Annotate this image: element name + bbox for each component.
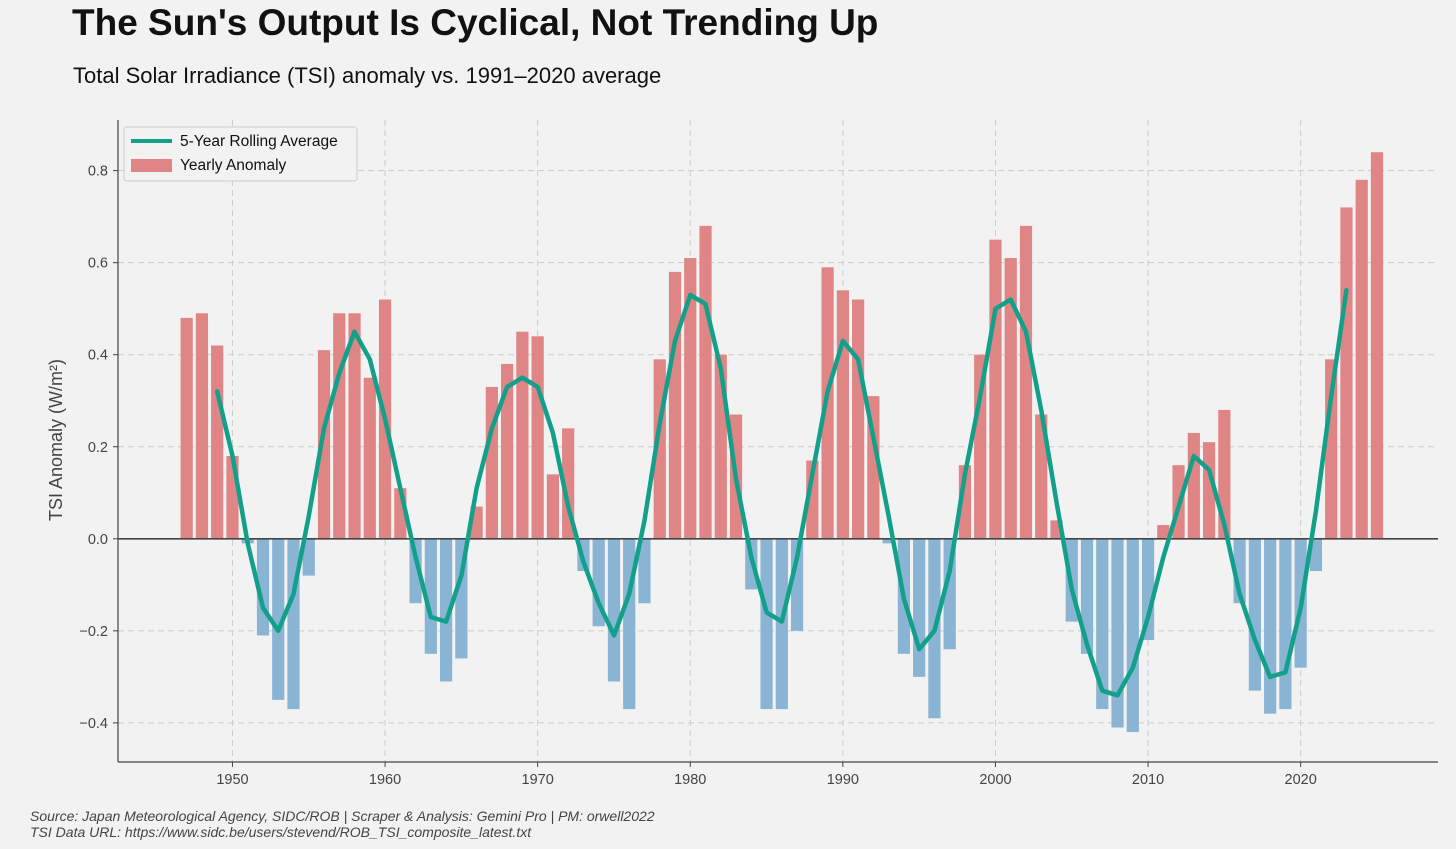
bar-1964 [439, 538, 453, 682]
y-tick-label: 0.4 [88, 348, 108, 364]
rolling-average-polyline [214, 288, 1349, 698]
y-tick-label: −0.2 [79, 624, 108, 640]
y-tick-label: 0.0 [88, 532, 108, 548]
x-tick-label: 1960 [369, 772, 401, 788]
bar-2013 [1187, 432, 1200, 539]
bar-1957 [333, 313, 346, 539]
bar-2010 [1141, 538, 1155, 641]
bar-2023 [1340, 207, 1353, 539]
yearly-anomaly-bars [180, 152, 1384, 733]
bar-1993 [882, 538, 895, 544]
bar-1967 [485, 386, 498, 539]
bar-2021 [1309, 538, 1323, 572]
bar-1948 [195, 313, 209, 539]
bar-2019 [1279, 538, 1292, 710]
bar-1985 [760, 538, 773, 710]
x-tick-label: 1990 [827, 772, 859, 788]
chart-title: The Sun's Output Is Cyclical, Not Trendi… [72, 2, 879, 43]
bar-1955 [302, 538, 315, 576]
axes [113, 120, 1438, 767]
legend-label-rolling-average: 5-Year Rolling Average [180, 133, 338, 150]
x-tick-label: 1950 [216, 772, 248, 788]
data-url-line[interactable]: TSI Data URL: https://www.sidc.be/users/… [30, 824, 532, 840]
bar-1953 [272, 538, 285, 700]
bar-1991 [852, 299, 865, 539]
source-line: Source: Japan Meteorological Agency, SID… [30, 808, 655, 824]
bar-1979 [668, 271, 682, 539]
legend-box [123, 126, 358, 182]
bar-1980 [684, 258, 697, 539]
bar-2006 [1080, 538, 1094, 654]
x-tick-label: 1980 [674, 772, 706, 788]
bar-2017 [1248, 538, 1261, 691]
x-tick-label: 2010 [1132, 772, 1164, 788]
x-tick-label: 2020 [1285, 772, 1317, 788]
bar-2000 [989, 239, 1002, 539]
bar-2002 [1019, 225, 1033, 539]
bar-1995 [913, 538, 926, 677]
bar-1947 [180, 317, 193, 539]
x-tick-label: 1970 [522, 772, 554, 788]
bar-2011 [1157, 524, 1170, 539]
bar-2025 [1370, 152, 1384, 539]
tick-labels: −0.4 −0.2 0.0 0.2 0.4 0.6 0.8 1950 1960 1970 1980 1… [79, 164, 1316, 788]
bar-1986 [775, 538, 788, 710]
bar-2003 [1035, 414, 1048, 539]
chart-subtitle: Total Solar Irradiance (TSI) anomaly vs.… [73, 63, 662, 88]
bar-1981 [699, 225, 712, 539]
source-note: Source: Japan Meteorological Agency, SID… [30, 808, 655, 840]
legend[interactable]: 5-Year Rolling Average Yearly Anomaly [123, 126, 358, 182]
bar-1990 [836, 290, 849, 539]
bar-2001 [1004, 258, 1017, 539]
bar-1971 [546, 474, 560, 539]
rolling-average-line [214, 288, 1349, 698]
legend-bar-swatch [131, 159, 172, 172]
bar-1977 [638, 538, 651, 604]
bar-1959 [363, 377, 376, 539]
bar-2007 [1096, 538, 1109, 710]
bar-1958 [348, 313, 361, 539]
bar-1962 [409, 538, 422, 604]
legend-label-yearly-anomaly: Yearly Anomaly [180, 157, 287, 174]
x-tick-label: 2000 [979, 772, 1011, 788]
bar-2009 [1126, 538, 1139, 733]
bar-1968 [501, 363, 514, 539]
bar-1963 [424, 538, 437, 654]
bar-1975 [607, 538, 621, 682]
y-tick-label: 0.2 [88, 440, 108, 456]
bar-1949 [211, 345, 224, 539]
bar-1997 [943, 538, 956, 650]
bar-2018 [1264, 538, 1277, 714]
bar-1956 [317, 350, 331, 539]
bar-1969 [516, 331, 529, 539]
y-tick-label: 0.8 [88, 164, 108, 180]
bar-2008 [1111, 538, 1124, 728]
bar-2024 [1355, 179, 1368, 539]
y-tick-label: 0.6 [88, 256, 108, 272]
bar-1970 [531, 336, 544, 539]
y-axis-label: TSI Anomaly (W/m²) [46, 359, 66, 521]
tsi-anomaly-chart: −0.4 −0.2 0.0 0.2 0.4 0.6 0.8 1950 1960 1970 1980 1… [46, 120, 1438, 788]
y-tick-label: −0.4 [79, 716, 108, 732]
